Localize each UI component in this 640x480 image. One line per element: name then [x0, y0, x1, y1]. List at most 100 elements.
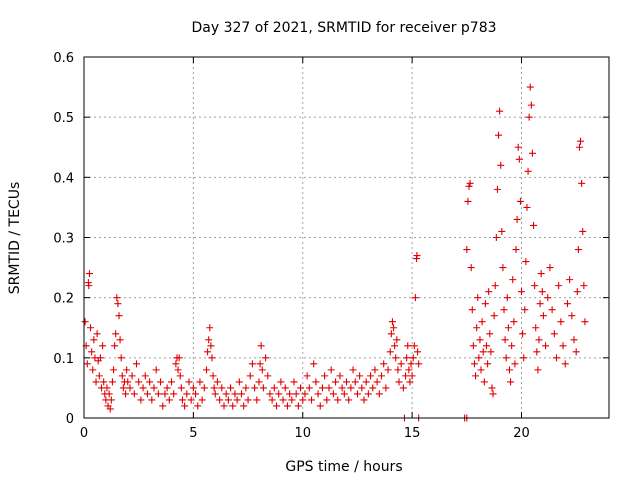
data-point — [231, 390, 239, 398]
data-point — [394, 366, 402, 374]
data-point — [380, 360, 388, 368]
data-point — [123, 366, 131, 374]
data-point — [411, 294, 419, 302]
data-point — [508, 342, 516, 350]
data-point — [213, 378, 221, 386]
data-point — [407, 360, 415, 368]
data-point — [574, 246, 582, 254]
data-point — [92, 378, 100, 386]
data-point — [388, 318, 396, 326]
data-point — [539, 312, 547, 320]
data-point — [256, 360, 264, 368]
data-point — [572, 348, 580, 356]
data-point — [491, 282, 499, 290]
x-axis-label: GPS time / hours — [285, 459, 402, 475]
y-tick-label: 0 — [66, 412, 74, 427]
data-point — [218, 384, 226, 392]
data-point — [154, 390, 162, 398]
data-point — [161, 390, 169, 398]
data-point — [519, 330, 527, 338]
grid-lines — [84, 57, 609, 418]
data-point — [563, 300, 571, 308]
data-point — [393, 336, 401, 344]
data-point — [288, 396, 296, 404]
data-point — [251, 384, 259, 392]
data-point — [577, 137, 585, 145]
data-point — [499, 264, 507, 272]
data-point — [89, 366, 97, 374]
data-point — [521, 306, 529, 314]
data-point — [95, 372, 103, 380]
data-point — [275, 390, 283, 398]
data-point — [211, 390, 219, 398]
data-point — [414, 348, 422, 356]
data-point — [516, 197, 524, 205]
data-point — [505, 366, 513, 374]
data-point — [192, 390, 200, 398]
data-point — [258, 366, 266, 374]
data-point — [114, 300, 122, 308]
data-point — [397, 360, 405, 368]
data-point — [406, 378, 414, 386]
data-point — [189, 384, 197, 392]
data-point — [390, 324, 398, 332]
data-point — [303, 372, 311, 380]
data-point — [387, 330, 395, 338]
data-point — [152, 366, 160, 374]
data-point — [128, 372, 136, 380]
data-point — [187, 396, 195, 404]
data-point — [485, 288, 493, 296]
data-point — [468, 306, 476, 314]
data-point — [204, 348, 212, 356]
data-point — [257, 342, 265, 350]
data-point — [297, 384, 305, 392]
data-point — [318, 384, 326, 392]
data-point — [139, 384, 147, 392]
data-point — [364, 390, 372, 398]
data-point — [410, 342, 418, 350]
data-point — [510, 318, 518, 326]
data-point — [240, 402, 248, 410]
data-point — [85, 282, 93, 290]
data-point — [208, 354, 216, 362]
y-tick-label: 0.4 — [53, 171, 74, 186]
data-point — [308, 396, 315, 404]
x-tick-labels: 0 5 10 15 20 — [80, 426, 530, 441]
data-point — [198, 396, 206, 404]
data-point — [81, 318, 89, 326]
data-point — [99, 342, 107, 350]
data-point — [536, 300, 544, 308]
data-point — [110, 366, 118, 374]
data-point — [107, 396, 115, 404]
data-point — [334, 396, 342, 404]
data-point — [489, 390, 497, 398]
data-point — [477, 366, 485, 374]
data-point — [96, 354, 104, 362]
data-point — [356, 372, 364, 380]
data-point — [323, 396, 331, 404]
data-point — [367, 372, 375, 380]
data-point — [266, 390, 274, 398]
data-point — [392, 354, 400, 362]
data-point — [93, 330, 101, 338]
data-point — [126, 384, 134, 392]
data-point — [395, 378, 403, 386]
data-point — [130, 390, 138, 398]
data-point — [524, 167, 532, 175]
data-point — [327, 366, 335, 374]
y-tick-labels: 0 0.1 0.2 0.3 0.4 0.5 0.6 — [53, 51, 74, 427]
data-point — [220, 402, 228, 410]
data-point — [501, 336, 509, 344]
data-point — [207, 342, 215, 350]
data-point — [509, 276, 517, 284]
data-point — [405, 366, 413, 374]
data-point — [497, 161, 505, 169]
data-point — [369, 384, 377, 392]
data-point — [362, 378, 370, 386]
data-point — [466, 179, 474, 187]
x-tick-label: 0 — [80, 426, 88, 441]
data-point — [172, 360, 180, 368]
data-point — [299, 396, 307, 404]
data-point — [527, 101, 535, 109]
data-point — [504, 324, 512, 332]
